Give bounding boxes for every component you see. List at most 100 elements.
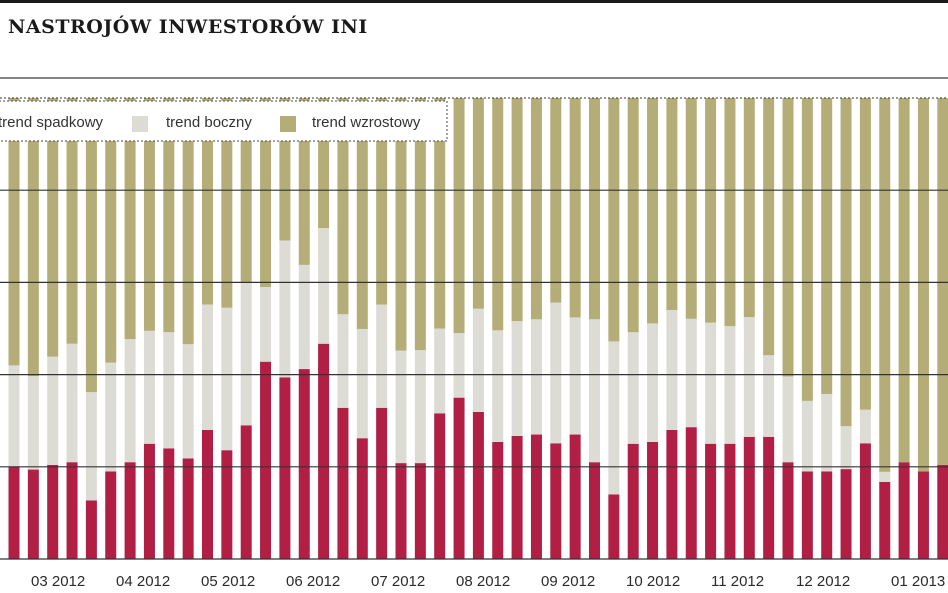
bar-44-segment-1 xyxy=(840,469,852,559)
bar-42-segment-1 xyxy=(801,471,813,559)
bar-1-segment-2 xyxy=(8,365,20,467)
bar-17-segment-3 xyxy=(318,98,330,228)
bar-5-segment-3 xyxy=(85,98,97,393)
bar-39-segment-3 xyxy=(743,98,755,317)
bar-7-segment-3 xyxy=(124,98,136,340)
bar-45-segment-2 xyxy=(859,409,871,444)
bar-35-segment-2 xyxy=(666,310,678,430)
bar-28-segment-3 xyxy=(530,98,542,320)
legend-swatch-trend-boczny xyxy=(132,116,148,132)
bar-42-segment-2 xyxy=(801,400,813,472)
bar-16-segment-1 xyxy=(298,369,310,559)
bar-32-segment-3 xyxy=(608,98,620,342)
bar-24-segment-1 xyxy=(453,397,465,559)
bar-29-segment-3 xyxy=(550,98,562,303)
bar-46-segment-1 xyxy=(879,482,891,559)
bar-3-segment-3 xyxy=(47,98,59,357)
bar-41-segment-2 xyxy=(782,376,794,463)
bar-47-segment-1 xyxy=(898,462,910,559)
bar-31-segment-2 xyxy=(589,319,600,463)
bar-31-segment-1 xyxy=(589,462,600,559)
bar-48-segment-1 xyxy=(917,471,929,559)
chart-title: NASTROJÓW INWESTORÓW INI xyxy=(8,16,368,38)
bar-11-segment-1 xyxy=(202,429,213,559)
x-tick-labels: 12 03 2012 04 2012 05 2012 06 2012 07 2012 08 … xyxy=(0,573,945,590)
bar-33-segment-2 xyxy=(627,332,639,444)
legend-box xyxy=(0,100,448,142)
bar-25-segment-2 xyxy=(472,308,484,412)
bar-5-segment-1 xyxy=(85,500,97,559)
x-tick-label-2: 03 2012 xyxy=(31,573,85,590)
bar-37-segment-3 xyxy=(705,98,717,323)
bar-21-segment-2 xyxy=(395,350,407,464)
bar-24-segment-3 xyxy=(453,98,465,334)
bar-3-segment-1 xyxy=(47,464,59,559)
bar-48-segment-3 xyxy=(917,98,929,472)
bar-29-segment-2 xyxy=(550,302,562,444)
bar-27-segment-2 xyxy=(511,321,523,436)
bar-18-segment-3 xyxy=(337,98,349,315)
legend-swatch-trend-wzrostowy xyxy=(280,116,296,132)
bar-12-segment-1 xyxy=(221,450,233,559)
bar-23-segment-2 xyxy=(434,328,446,414)
x-tick-label-10: 11 2012 xyxy=(711,573,764,590)
bar-28-segment-1 xyxy=(530,434,542,559)
bar-40-segment-1 xyxy=(763,436,775,559)
bar-41-segment-1 xyxy=(782,462,794,559)
bar-25-segment-1 xyxy=(472,411,484,559)
bar-28-segment-2 xyxy=(530,319,542,435)
bar-46-segment-2 xyxy=(879,471,891,483)
bar-35-segment-3 xyxy=(666,98,678,311)
bar-18-segment-2 xyxy=(337,314,349,408)
bar-7-segment-2 xyxy=(124,339,136,463)
bar-9-segment-3 xyxy=(163,98,175,333)
bar-21-segment-3 xyxy=(395,98,407,351)
bar-10-segment-3 xyxy=(182,98,194,345)
bar-14-segment-1 xyxy=(260,361,272,559)
bar-22-segment-2 xyxy=(414,350,426,464)
bar-13-segment-1 xyxy=(240,425,252,559)
bar-36-segment-2 xyxy=(685,318,697,428)
bar-20-segment-2 xyxy=(376,304,388,408)
bars-layer xyxy=(8,98,948,559)
bar-36-segment-3 xyxy=(685,98,697,319)
bar-10-segment-2 xyxy=(182,344,194,459)
bar-37-segment-1 xyxy=(705,443,717,559)
bar-26-segment-1 xyxy=(492,441,504,559)
bar-26-segment-2 xyxy=(492,330,504,442)
legend: trend spadkowy trend boczny trend wzrost… xyxy=(0,100,448,142)
bar-19-segment-2 xyxy=(356,328,368,439)
bar-12-segment-3 xyxy=(221,98,233,308)
bar-15-segment-1 xyxy=(279,377,291,559)
top-rule xyxy=(0,0,948,3)
bar-32-segment-1 xyxy=(608,494,620,559)
bar-23-segment-1 xyxy=(434,413,446,559)
bar-22-segment-3 xyxy=(414,98,426,351)
bar-16-segment-3 xyxy=(298,98,310,265)
bar-30-segment-3 xyxy=(569,98,581,318)
bar-27-segment-1 xyxy=(511,435,523,559)
bar-11-segment-3 xyxy=(202,98,213,305)
x-tick-label-3: 04 2012 xyxy=(116,573,170,590)
bar-34-segment-3 xyxy=(647,98,659,324)
bar-49-segment-1 xyxy=(937,464,948,559)
bar-21-segment-1 xyxy=(395,463,407,559)
bar-18-segment-1 xyxy=(337,407,349,559)
bar-32-segment-2 xyxy=(608,341,620,495)
bar-38-segment-1 xyxy=(724,443,736,559)
bar-19-segment-3 xyxy=(356,98,368,329)
x-tick-label-4: 05 2012 xyxy=(201,573,255,590)
bar-8-segment-1 xyxy=(143,443,155,559)
bar-24-segment-2 xyxy=(453,333,465,398)
x-tick-label-5: 06 2012 xyxy=(286,573,340,590)
bar-19-segment-1 xyxy=(356,438,368,559)
bar-43-segment-1 xyxy=(821,471,833,559)
bar-45-segment-3 xyxy=(859,98,871,410)
bar-38-segment-2 xyxy=(724,326,736,444)
x-tick-label-1: 12 xyxy=(0,573,1,590)
bar-43-segment-3 xyxy=(821,98,833,394)
bar-1-segment-3 xyxy=(8,98,20,366)
bar-1-segment-1 xyxy=(8,466,20,559)
x-tick-label-6: 07 2012 xyxy=(371,573,425,590)
